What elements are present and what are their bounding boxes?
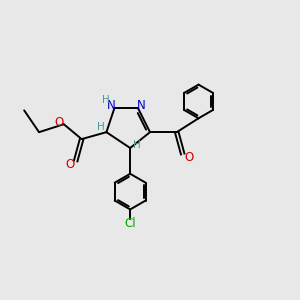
Text: H: H bbox=[133, 140, 141, 150]
Text: O: O bbox=[184, 151, 193, 164]
Text: H: H bbox=[97, 122, 105, 132]
Text: O: O bbox=[54, 116, 64, 129]
Text: O: O bbox=[65, 158, 75, 171]
Text: Cl: Cl bbox=[124, 217, 136, 230]
Text: H: H bbox=[101, 95, 109, 105]
Text: N: N bbox=[137, 99, 146, 112]
Text: N: N bbox=[106, 99, 115, 112]
